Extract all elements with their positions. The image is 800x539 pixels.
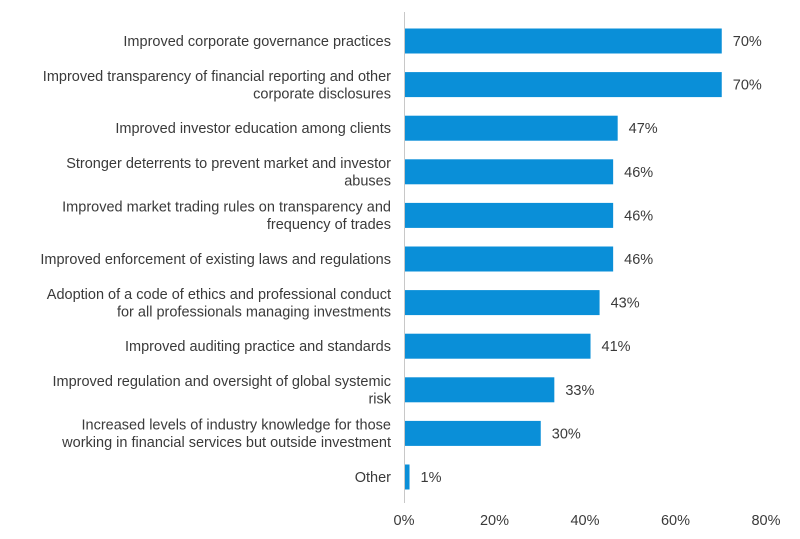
bar-7: [405, 290, 600, 316]
category-label-4: Stronger deterrents to prevent market an…: [66, 156, 391, 190]
category-label-line: Adoption of a code of ethics and profess…: [47, 287, 391, 303]
category-label-9: Improved regulation and oversight of glo…: [52, 374, 391, 408]
category-label-10: Increased levels of industry knowledge f…: [61, 418, 391, 452]
data-label-9: 33%: [565, 383, 594, 399]
bar-4: [405, 159, 614, 185]
data-label-10: 30%: [552, 426, 581, 442]
data-label-11: 1%: [421, 470, 442, 486]
category-label-3: Improved investor education among client…: [115, 121, 391, 137]
data-label-2: 70%: [733, 78, 762, 94]
bar-5: [405, 202, 614, 228]
category-label-6: Improved enforcement of existing laws an…: [40, 252, 391, 268]
category-label-line: working in financial services but outsid…: [61, 435, 391, 451]
category-label-line: Stronger deterrents to prevent market an…: [66, 156, 391, 172]
data-label-7: 43%: [611, 296, 640, 312]
category-label-line: Improved regulation and oversight of glo…: [52, 374, 391, 390]
category-label-line: Improved market trading rules on transpa…: [62, 200, 391, 216]
data-label-4: 46%: [624, 165, 653, 181]
data-label-3: 47%: [629, 121, 658, 137]
category-label-line: for all professionals managing investmen…: [117, 304, 391, 320]
bar-10: [405, 420, 541, 446]
category-label-line: Other: [355, 470, 391, 486]
x-tick-label-0pct: 0%: [394, 513, 415, 529]
category-label-line: Improved auditing practice and standards: [125, 339, 391, 355]
bar-3: [405, 115, 618, 141]
bar-6: [405, 246, 614, 272]
x-tick-label-40pct: 40%: [570, 513, 599, 529]
category-label-8: Improved auditing practice and standards: [125, 339, 391, 355]
category-label-line: corporate disclosures: [253, 86, 391, 102]
category-label-line: abuses: [344, 174, 391, 190]
x-tick-label-20pct: 20%: [480, 513, 509, 529]
category-label-line: Improved corporate governance practices: [123, 34, 391, 50]
bar-2: [405, 72, 722, 98]
data-label-8: 41%: [602, 339, 631, 355]
category-label-line: Increased levels of industry knowledge f…: [81, 418, 391, 434]
data-label-5: 46%: [624, 208, 653, 224]
category-label-line: Improved transparency of financial repor…: [43, 69, 391, 85]
data-label-1: 70%: [733, 34, 762, 50]
category-label-line: Improved investor education among client…: [115, 121, 391, 137]
category-label-1: Improved corporate governance practices: [123, 34, 391, 50]
x-tick-label-60pct: 60%: [661, 513, 690, 529]
category-label-line: Improved enforcement of existing laws an…: [40, 252, 391, 268]
category-label-5: Improved market trading rules on transpa…: [62, 200, 391, 234]
category-label-2: Improved transparency of financial repor…: [43, 69, 391, 103]
x-tick-label-80pct: 80%: [751, 513, 780, 529]
data-label-6: 46%: [624, 252, 653, 268]
category-label-line: frequency of trades: [267, 217, 391, 233]
bar-8: [405, 333, 591, 359]
category-label-7: Adoption of a code of ethics and profess…: [47, 287, 391, 321]
category-label-line: risk: [368, 392, 391, 408]
category-label-11: Other: [355, 470, 391, 486]
bar-11: [405, 464, 410, 490]
bar-9: [405, 377, 555, 403]
bar-1: [405, 28, 722, 54]
